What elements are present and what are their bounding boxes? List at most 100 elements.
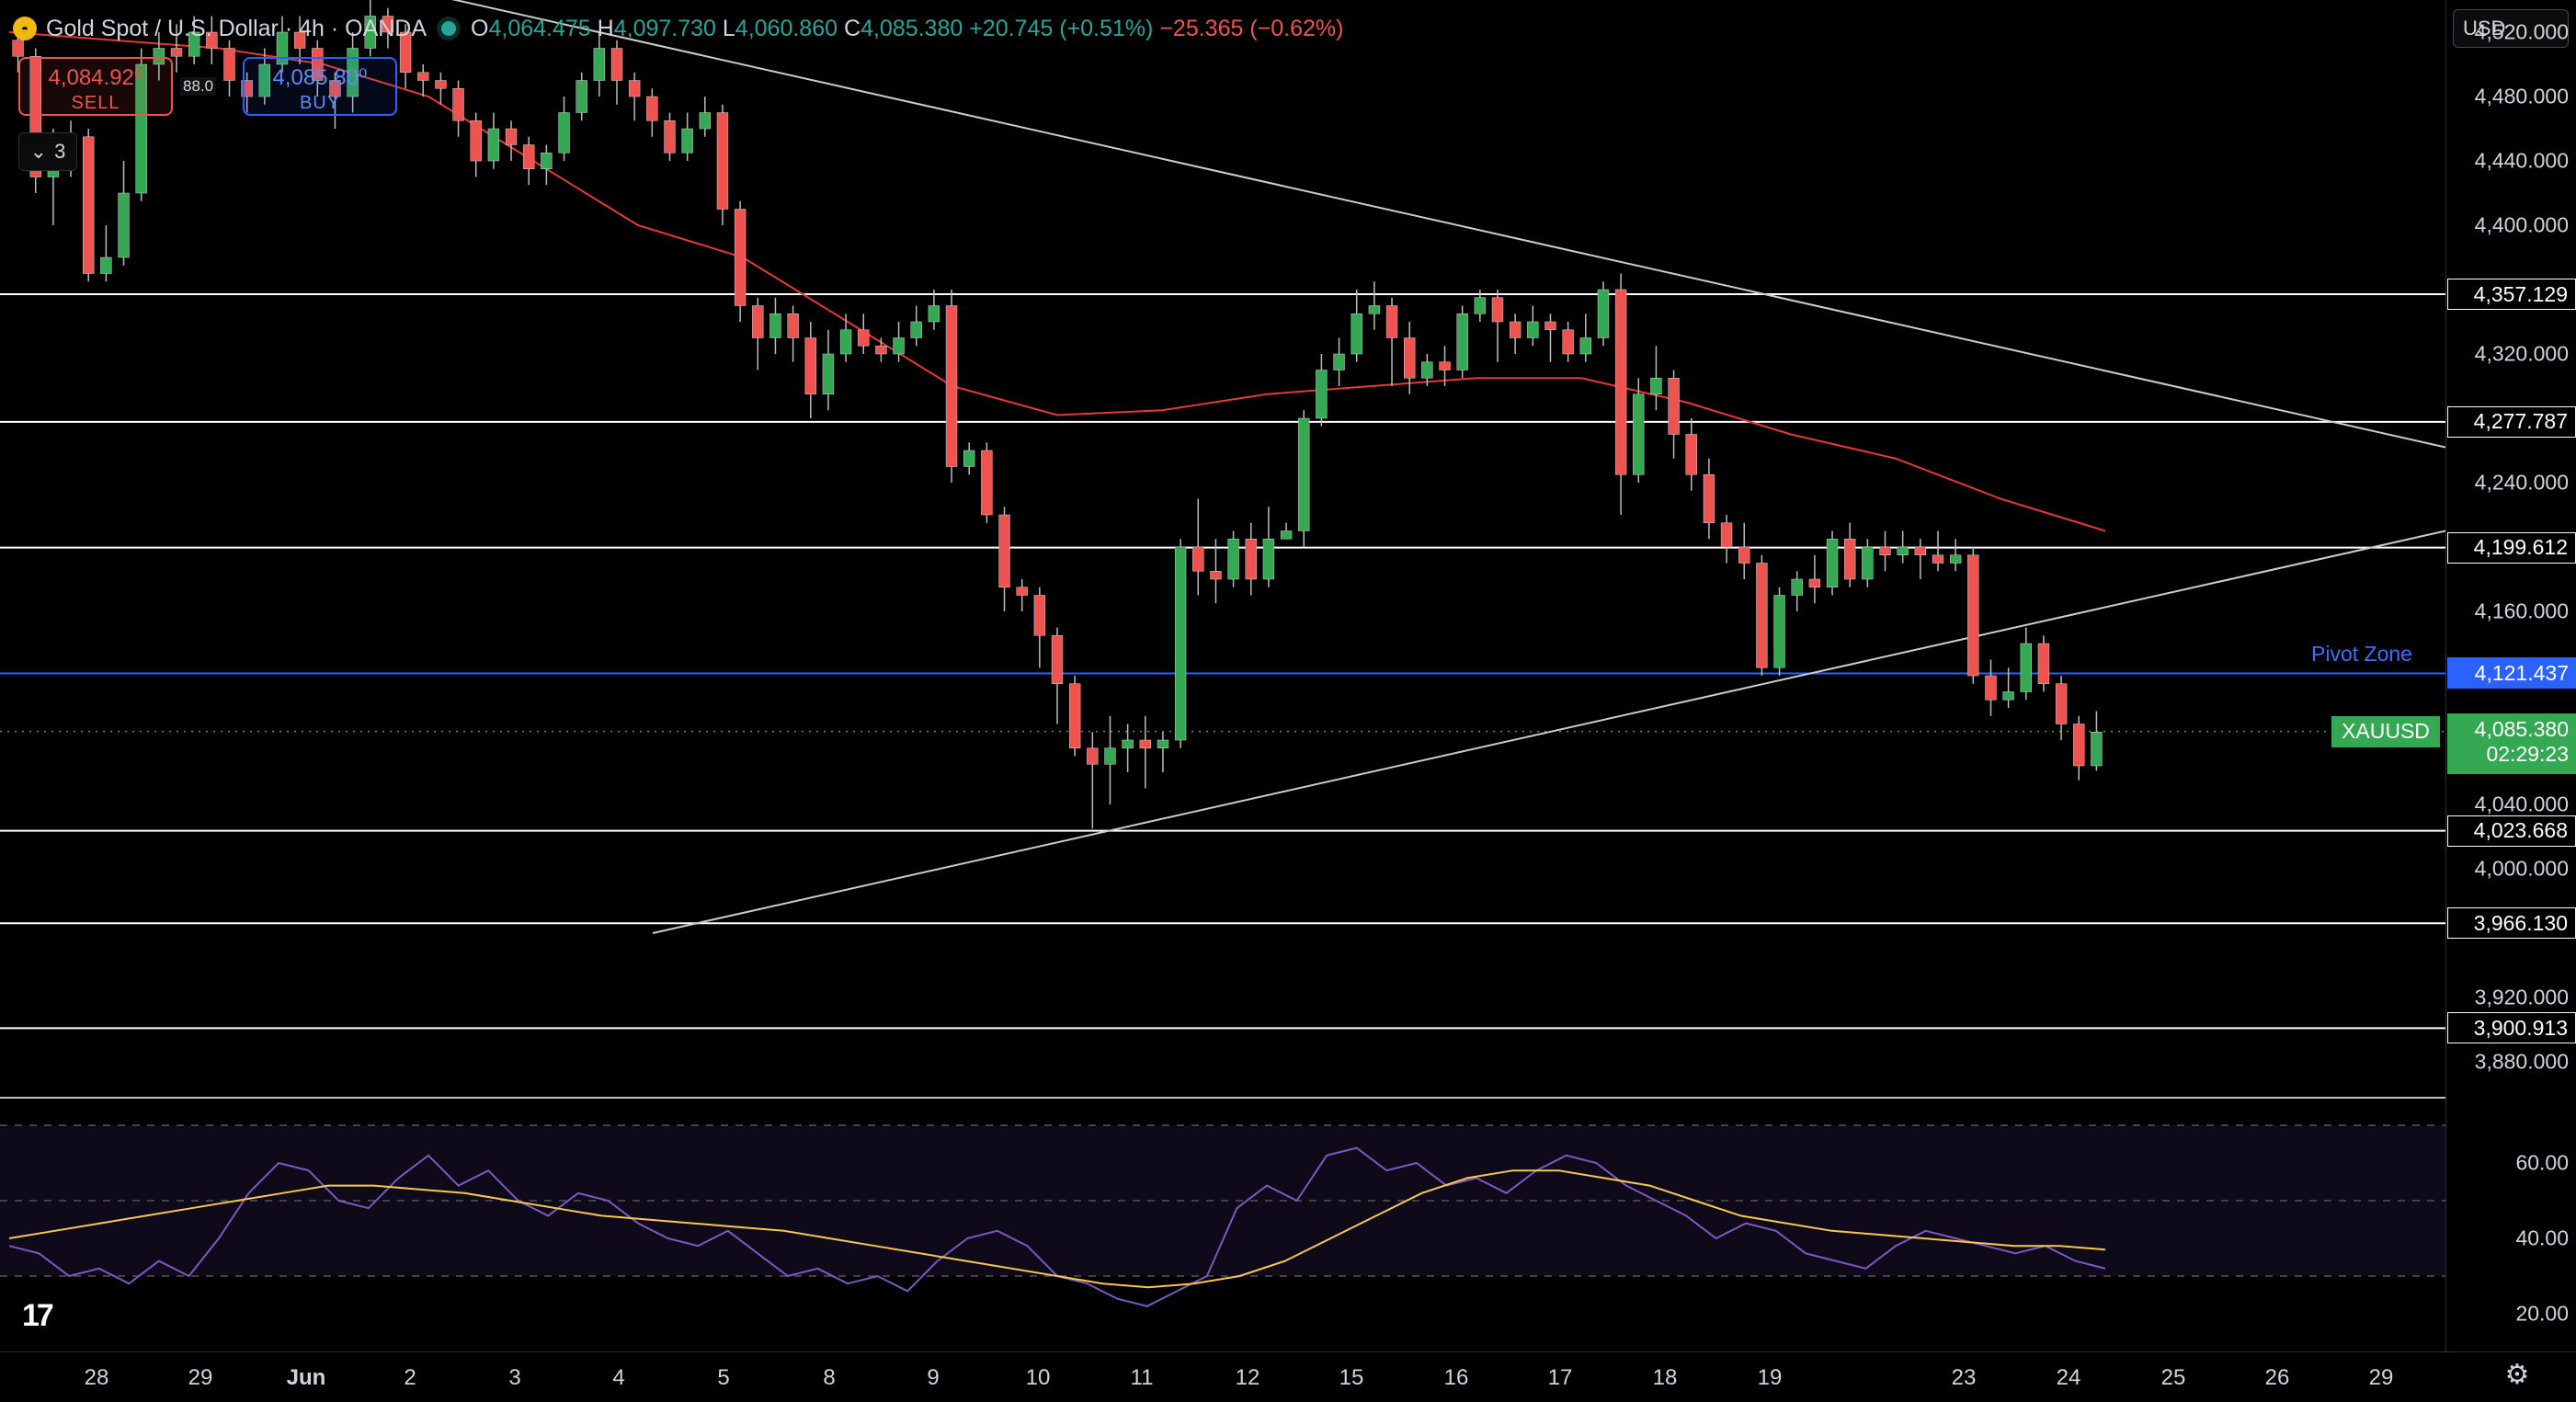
candle-body <box>1509 321 1522 338</box>
candle-body <box>1756 563 1768 668</box>
candle-body <box>558 112 570 154</box>
time-tick-label: 29 <box>2368 1365 2394 1390</box>
candle-body <box>541 153 553 169</box>
candle-body <box>170 48 183 57</box>
candle-body <box>1192 546 1204 572</box>
candle-body <box>1703 474 1715 523</box>
symbol-title[interactable]: Gold Spot / U.S. Dollar · 4h · OANDA <box>46 15 427 41</box>
candle-body <box>893 337 905 355</box>
candle-body <box>1685 434 1697 475</box>
candle-body <box>945 305 958 467</box>
rsi-ma-line <box>8 1169 2106 1289</box>
time-tick-label: 19 <box>1757 1365 1783 1390</box>
candle-body <box>1333 353 1345 370</box>
candle-body <box>452 88 464 121</box>
candle-body <box>804 337 816 394</box>
candle-body <box>1280 530 1293 540</box>
candle-body <box>241 80 253 97</box>
candle-body <box>1474 297 1487 314</box>
candle-body <box>1351 313 1362 355</box>
price-tick-label: 4,240.000 <box>2474 470 2569 495</box>
candle-body <box>822 353 835 394</box>
sell-button[interactable]: 4,084.92⁰ SELL <box>18 57 173 116</box>
candle-body <box>2037 643 2050 684</box>
candle-body <box>364 16 376 49</box>
chevron-down-icon: ⌄ <box>29 140 48 163</box>
candle-body <box>12 40 24 57</box>
pivot-zone-label: Pivot Zone <box>2311 642 2412 667</box>
time-axis[interactable]: 28 29 Jun 2 3 4 5 8 9 10 11 12 15 16 17 18 19 23 24 25 26 29 <box>0 1351 2576 1402</box>
tradingview-logo-icon: 17 <box>22 1298 54 1333</box>
level-price-tag: 4,277.787 <box>2447 405 2576 438</box>
candle-body <box>928 305 940 323</box>
candle-body <box>998 514 1010 587</box>
candle-body <box>1404 337 1416 379</box>
candle-body <box>1087 747 1099 765</box>
candle-body <box>1985 675 1997 701</box>
time-tick-label: 4 <box>612 1365 625 1390</box>
time-tick-label: 5 <box>717 1365 730 1390</box>
candle-body <box>2091 732 2103 767</box>
time-tick-label: 16 <box>1443 1365 1469 1390</box>
market-open-dot-icon <box>441 21 457 36</box>
level-price-tag: 4,357.129 <box>2447 279 2576 311</box>
level-price-tag: 3,900.913 <box>2447 1012 2576 1044</box>
candle-body <box>681 128 693 154</box>
candle-body <box>223 48 235 81</box>
candle-body <box>29 56 41 177</box>
candle-body <box>2002 691 2014 701</box>
currency-selector[interactable]: USD <box>2453 9 2569 48</box>
candle-body <box>206 31 218 49</box>
current-price-tag: 4,085.380 02:29:23 <box>2447 712 2576 774</box>
candle-body <box>1544 321 1556 330</box>
candle-body <box>875 346 887 355</box>
candle-body <box>963 450 975 467</box>
candle-body <box>505 128 518 145</box>
price-chart[interactable] <box>0 0 2445 1351</box>
price-tick-label: 3,920.000 <box>2474 985 2569 1009</box>
horizontal-levels <box>0 293 2445 1030</box>
time-tick-label: 3 <box>508 1365 521 1390</box>
candle-body <box>1245 539 1257 580</box>
price-tick-label: 4,160.000 <box>2474 598 2569 623</box>
candle-body <box>1033 595 1046 636</box>
price-axis[interactable] <box>2445 0 2576 1351</box>
candle-body <box>628 80 641 97</box>
candle-body <box>593 48 606 81</box>
time-tick-label: 15 <box>1339 1365 1364 1390</box>
gold-symbol-icon: ◓ <box>13 17 37 40</box>
candle-body <box>1614 289 1627 475</box>
gear-icon[interactable]: ⚙ <box>2504 1360 2530 1390</box>
candle-body <box>1562 329 1574 355</box>
candle-body <box>1016 587 1028 596</box>
price-tick-label: 4,000.000 <box>2474 856 2569 881</box>
candle-body <box>399 31 412 73</box>
candle-body <box>1210 571 1222 580</box>
candle-body <box>734 209 747 306</box>
time-tick-label: 17 <box>1547 1365 1573 1390</box>
level-price-tag: 4,023.668 <box>2447 815 2576 847</box>
candle-body <box>1932 554 1944 564</box>
candle-body <box>664 120 676 154</box>
candle-body <box>1385 305 1398 338</box>
candle-body <box>1262 539 1275 580</box>
time-tick-label: Jun <box>286 1365 326 1390</box>
buy-button[interactable]: 4,085.80⁰ BUY <box>243 57 397 116</box>
candle-body <box>716 112 729 210</box>
candle-body <box>100 256 112 274</box>
candle-body <box>276 31 289 65</box>
resistance-trendline <box>451 0 2445 449</box>
time-tick-label: 25 <box>2160 1365 2186 1390</box>
time-tick-label: 26 <box>2264 1365 2290 1390</box>
candle-body <box>752 305 764 338</box>
level-price-tag: 3,966.130 <box>2447 907 2576 940</box>
time-tick-label: 9 <box>927 1365 940 1390</box>
price-tick-label: 4,480.000 <box>2474 84 2569 108</box>
rsi-pane <box>0 1097 2445 1307</box>
time-tick-label: 10 <box>1025 1365 1051 1390</box>
rsi-tick-label: 60.00 <box>2515 1150 2569 1175</box>
candle-body <box>769 313 781 338</box>
candle-body <box>188 31 200 57</box>
candle-body <box>1720 522 1733 548</box>
indicators-collapse-button[interactable]: ⌄ 3 <box>18 132 77 171</box>
